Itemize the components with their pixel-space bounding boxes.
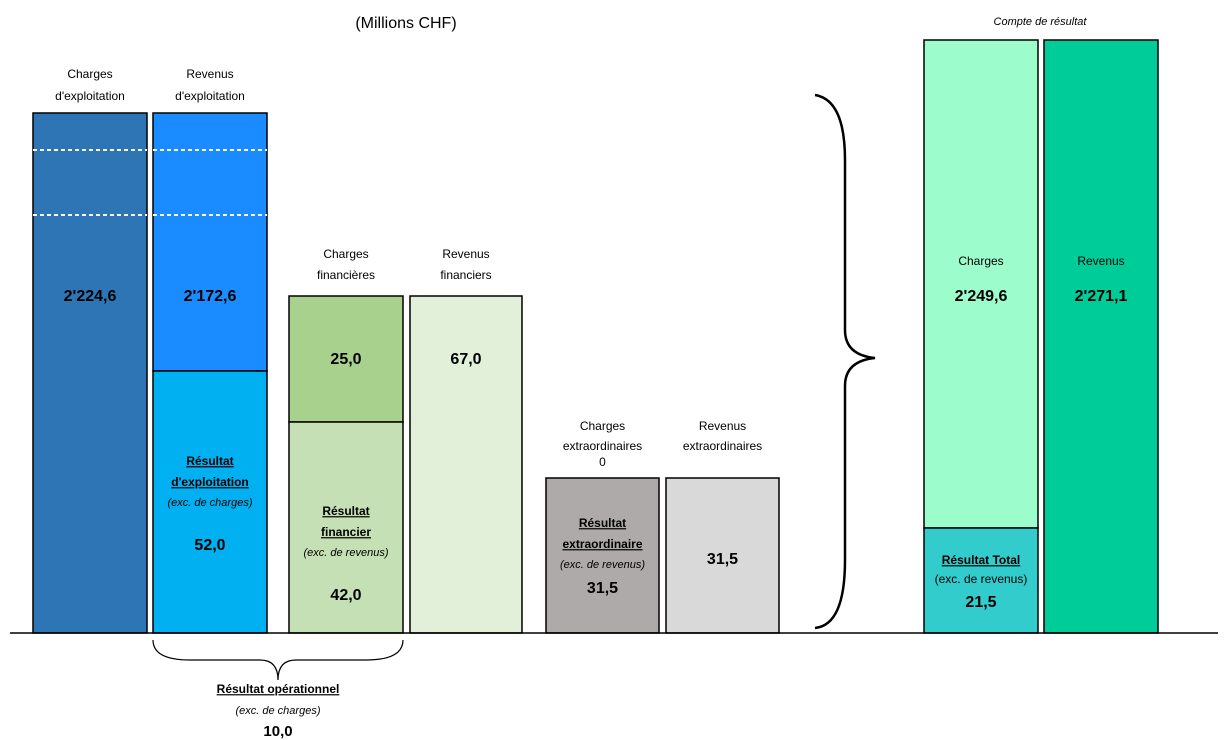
bar: [409, 295, 523, 634]
result-note: (exc. de charges): [168, 497, 253, 509]
column-header: extraordinaires: [683, 439, 762, 453]
operational-result-value: 10,0: [263, 723, 292, 740]
result-note: (exc. de revenus): [935, 572, 1028, 586]
result-value: 52,0: [194, 537, 225, 554]
result-value: 31,5: [587, 580, 618, 597]
bottom-brace: [152, 639, 404, 681]
result-bar: [152, 370, 268, 634]
bar: [32, 112, 148, 634]
column-header: Charges: [323, 247, 368, 261]
bar: [923, 39, 1039, 529]
brace: [814, 93, 876, 630]
result-note: (exc. de revenus): [560, 559, 645, 571]
columns: Charges d'exploitation 2'224,6 Revenus d'exp…: [32, 39, 1159, 634]
value: 2'249,6: [955, 288, 1008, 305]
value: 67,0: [450, 351, 481, 368]
result-title: Résultat: [322, 504, 369, 518]
result-title: Résultat Total: [942, 553, 1020, 567]
column-header: financières: [317, 268, 375, 282]
result-title: extraordinaire: [562, 537, 642, 551]
column-header: Charges: [67, 67, 112, 81]
result-note: (exc. de revenus): [304, 547, 389, 559]
column-header: d'exploitation: [175, 89, 245, 103]
result-value: 42,0: [330, 587, 361, 604]
operational-result-title: Résultat opérationnel: [217, 682, 340, 696]
result-bar: [923, 527, 1039, 634]
column-header: 0: [599, 455, 606, 469]
column-header: financiers: [440, 268, 491, 282]
income-statement-label: Compte de résultat: [994, 16, 1088, 28]
column-header: Charges: [958, 254, 1003, 268]
column-header: Revenus: [186, 67, 233, 81]
result-value: 21,5: [965, 594, 996, 611]
result-title: Résultat: [579, 516, 626, 530]
column-header: Revenus: [1077, 254, 1124, 268]
result-bar: [545, 477, 660, 634]
bar: [1043, 39, 1159, 634]
value: 2'224,6: [64, 288, 117, 305]
column-header: Charges: [580, 419, 625, 433]
result-title: d'exploitation: [171, 475, 249, 489]
bar: [152, 112, 268, 372]
column-header: Revenus: [699, 419, 746, 433]
bar: [665, 477, 780, 634]
column-header: Revenus: [442, 247, 489, 261]
value: 25,0: [330, 351, 361, 368]
result-title: financier: [321, 525, 371, 539]
value: 2'271,1: [1075, 288, 1128, 305]
subtitle: (Millions CHF): [355, 15, 456, 32]
column-header: extraordinaires: [563, 439, 642, 453]
result-title: Résultat: [186, 454, 233, 468]
column-header: d'exploitation: [55, 89, 125, 103]
result-bar: [288, 421, 404, 634]
value: 2'172,6: [184, 288, 237, 305]
operational-result-note: (exc. de charges): [236, 705, 321, 717]
value: 31,5: [707, 551, 738, 568]
